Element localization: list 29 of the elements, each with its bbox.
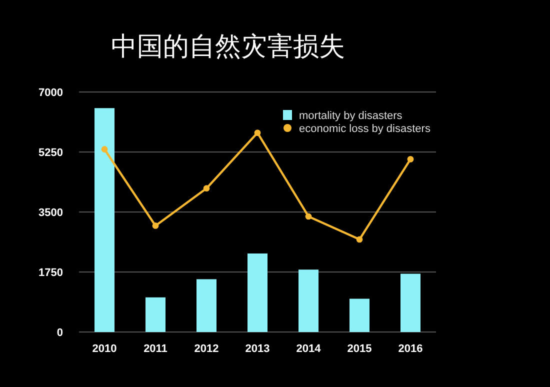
y-tick-label: 1750 <box>38 267 63 279</box>
x-tick-label: 2011 <box>144 343 168 355</box>
point <box>254 130 261 136</box>
bar <box>94 108 114 332</box>
bar <box>350 298 370 332</box>
point <box>305 213 312 220</box>
point <box>407 156 414 162</box>
y-tick-label: 5250 <box>38 147 63 159</box>
x-tick-label: 2015 <box>347 343 372 355</box>
bar <box>248 253 268 332</box>
point <box>101 146 108 152</box>
x-tick-label: 2010 <box>92 343 117 355</box>
bar <box>196 279 216 332</box>
y-tick-label: 3500 <box>38 207 63 219</box>
bar <box>298 270 318 332</box>
bar <box>400 274 420 332</box>
point <box>203 185 210 192</box>
x-tick-label: 2012 <box>194 343 219 355</box>
x-tick-label: 2014 <box>296 343 322 355</box>
chart-title: 中国的自然灾害损失 <box>111 31 345 61</box>
legend-label: economic loss by disasters <box>299 123 431 135</box>
y-tick-label: 0 <box>56 327 63 339</box>
bar <box>146 297 166 332</box>
point <box>356 236 363 243</box>
x-tick-label: 2016 <box>398 343 423 355</box>
y-tick-label: 7000 <box>38 87 63 99</box>
x-tick-label: 2013 <box>245 343 270 355</box>
point <box>152 222 159 229</box>
legend-label: mortality by disasters <box>299 110 403 122</box>
